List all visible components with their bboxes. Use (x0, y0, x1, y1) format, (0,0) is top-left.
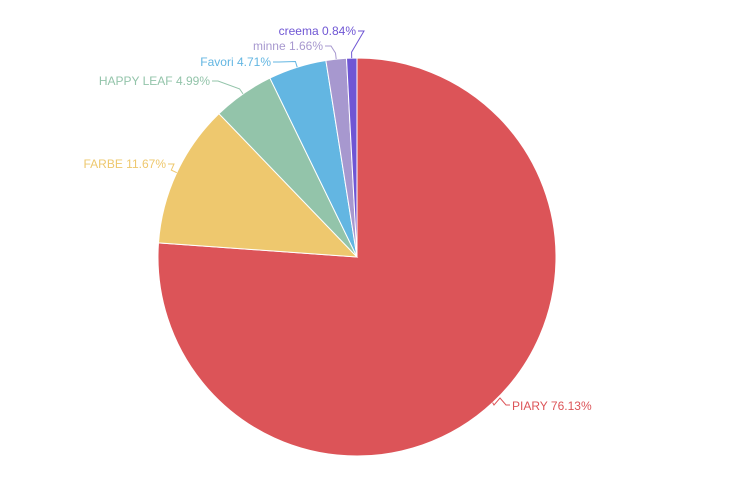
pie-slice-piary (157, 57, 557, 457)
pie-labels: PIARY 76.13% FARBE 11.67% HAPPY LEAF 4.99%… (84, 24, 592, 413)
leader-line-farbe (168, 163, 178, 174)
pie-slice-farbe (157, 112, 359, 258)
slice-label-creema: creema 0.84% (279, 24, 357, 38)
slice-label-piary: PIARY 76.13% (512, 399, 592, 413)
leader-line-favori (273, 60, 298, 68)
slice-label-favori: Favori 4.71% (200, 55, 271, 69)
leader-line-happy-leaf (212, 80, 244, 95)
slice-label-minne: minne 1.66% (253, 39, 323, 53)
leader-line-piary (492, 397, 510, 406)
pie-slices (157, 57, 557, 457)
slice-label-farbe: FARBE 11.67% (84, 157, 167, 171)
leader-line-minne (325, 45, 337, 60)
slice-label-happy-leaf: HAPPY LEAF 4.99% (99, 74, 211, 88)
leader-line-creema (351, 30, 365, 59)
